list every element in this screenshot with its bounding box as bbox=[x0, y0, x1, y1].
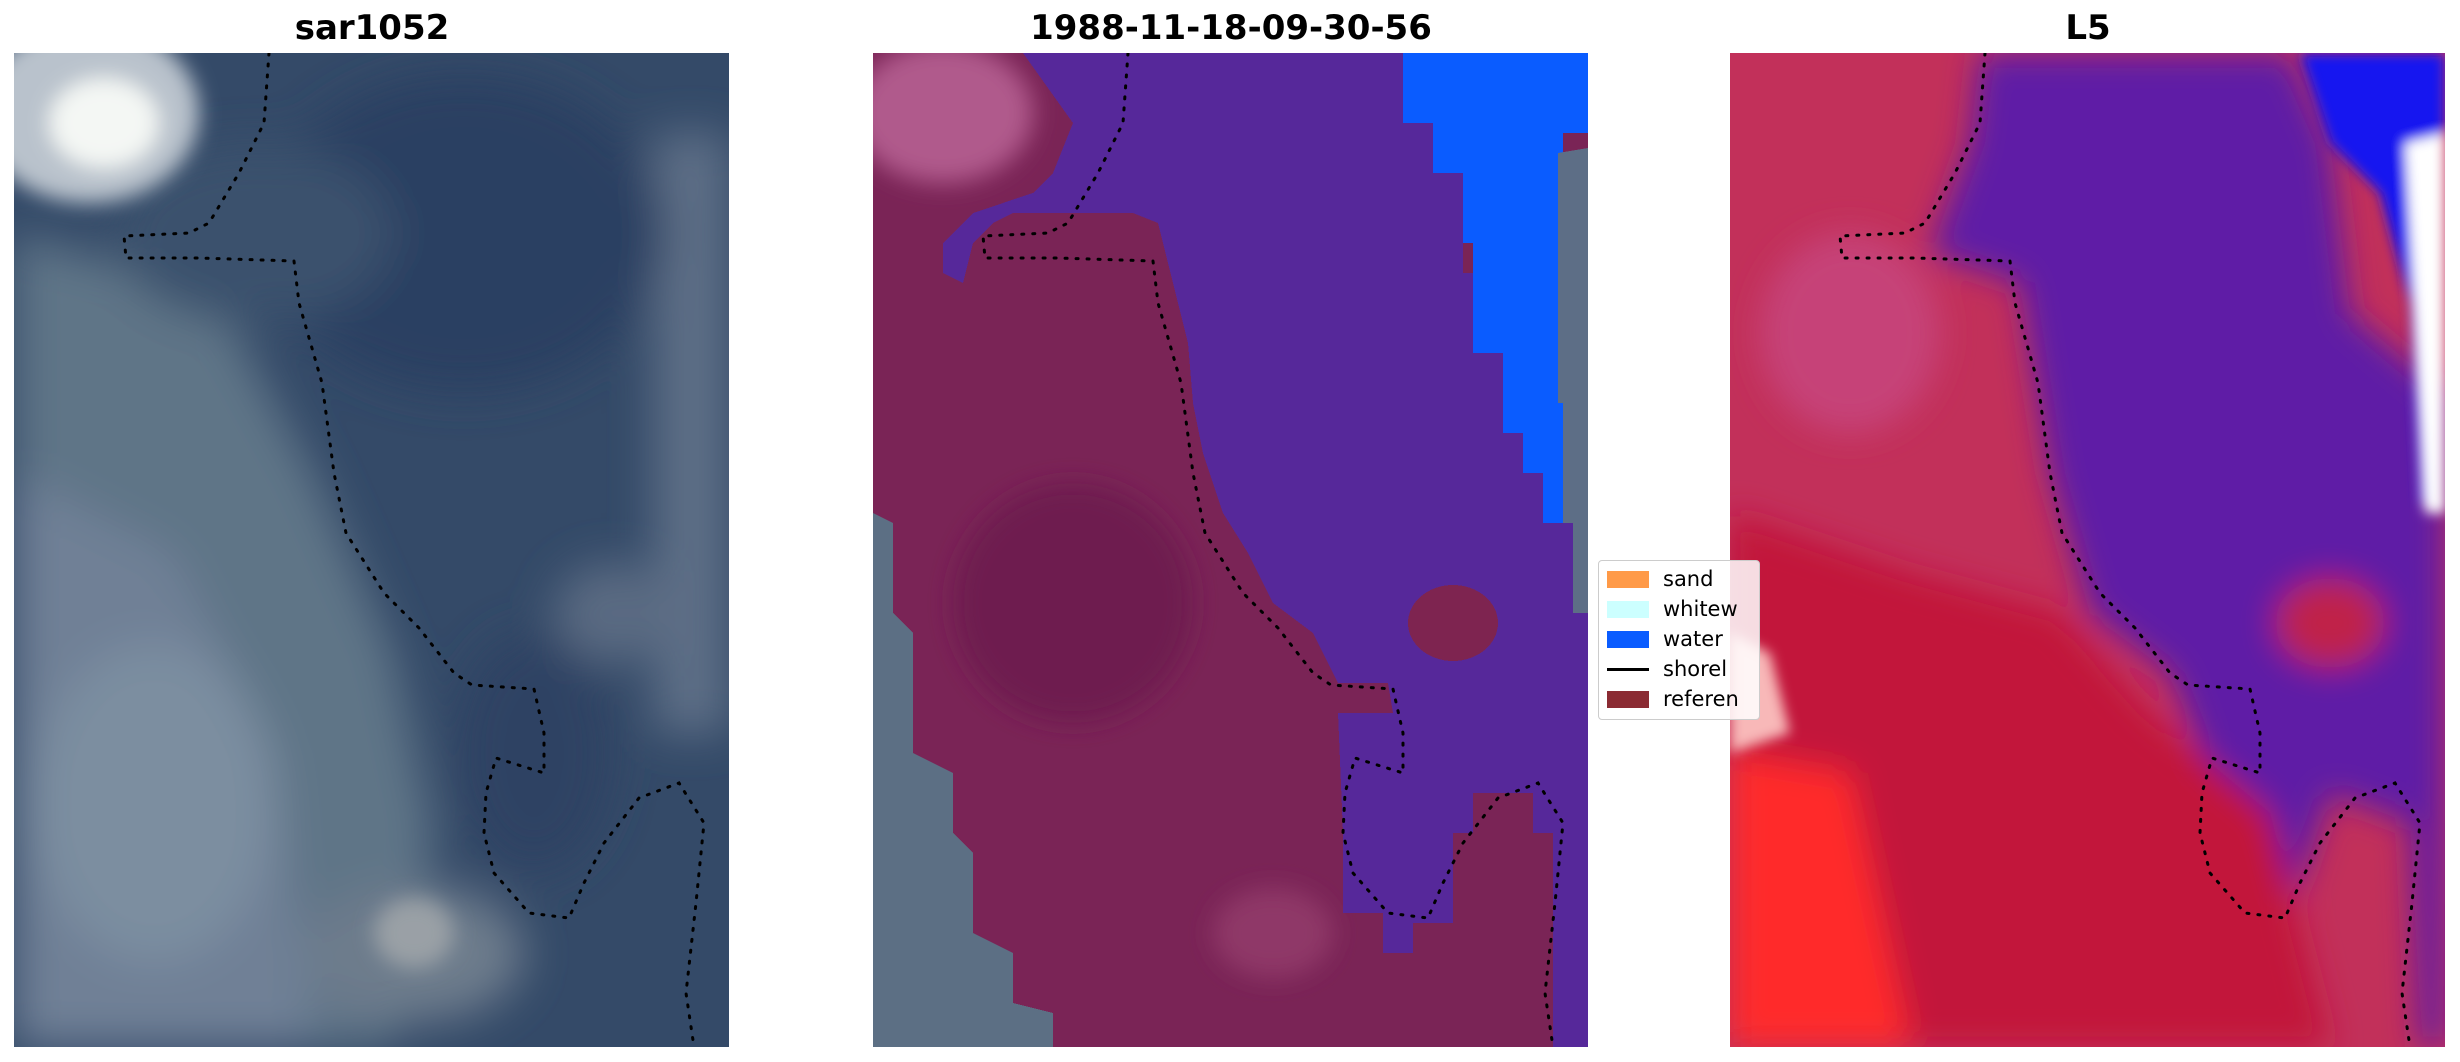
panel-title: sar1052 bbox=[294, 8, 450, 48]
whitewater-swatch bbox=[1607, 600, 1649, 618]
legend-label: shorel bbox=[1663, 657, 1728, 681]
legend-label: water bbox=[1663, 627, 1723, 651]
water-swatch bbox=[1607, 630, 1649, 648]
legend-entry-water: water bbox=[1607, 627, 1723, 651]
reference-swatch bbox=[1607, 690, 1649, 708]
shoreline-line bbox=[122, 53, 706, 1047]
sand-swatch bbox=[1607, 570, 1649, 588]
legend-entry-sand: sand bbox=[1607, 567, 1713, 591]
legend: sand whitew water shorel referen bbox=[1598, 560, 1760, 720]
satellite-image bbox=[14, 53, 729, 1047]
shoreline-line-swatch bbox=[1607, 667, 1649, 671]
shoreline-line bbox=[981, 53, 1565, 1047]
classification-image bbox=[873, 53, 1588, 1047]
shoreline-line bbox=[1838, 53, 2422, 1047]
legend-entry-whitewater: whitew bbox=[1607, 597, 1738, 621]
legend-label: referen bbox=[1663, 687, 1739, 711]
legend-entry-reference: referen bbox=[1607, 687, 1739, 711]
legend-entry-shoreline: shorel bbox=[1607, 657, 1727, 681]
panel-title: 1988-11-18-09-30-56 bbox=[1030, 8, 1432, 48]
legend-label: sand bbox=[1663, 567, 1714, 591]
legend-label: whitew bbox=[1663, 597, 1738, 621]
index-image bbox=[1730, 53, 2445, 1047]
panel-title: L5 bbox=[2065, 8, 2111, 48]
